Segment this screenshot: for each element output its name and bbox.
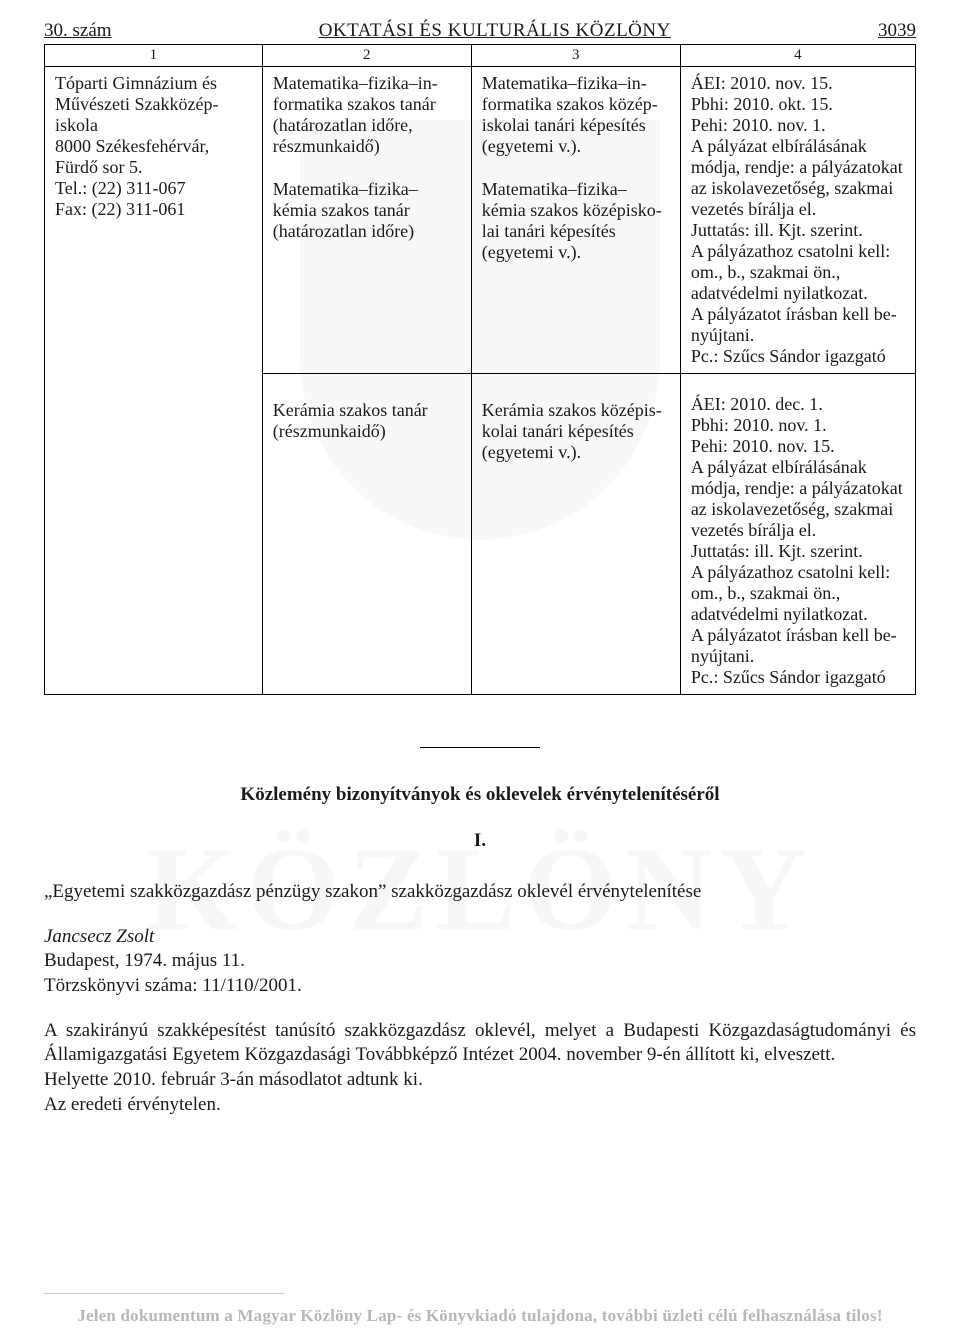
section-title: Közlemény bizonyítványok és oklevelek ér… xyxy=(44,784,916,806)
cell-position: Matematika–fizika–in­formatika szakos ta… xyxy=(262,67,471,374)
page-header: 30. szám OKTATÁSI ÉS KULTURÁLIS KÖZLÖNY … xyxy=(44,20,916,42)
copyright-footer: Jelen dokumentum a Magyar Közlöny Lap- é… xyxy=(0,1306,960,1326)
col-header-3: 3 xyxy=(471,45,680,67)
section-number: I. xyxy=(44,830,916,852)
cell-qualification: Matematika–fizika–in­formatika szakos kö… xyxy=(471,67,680,374)
cell-institution: Tóparti Gimnázium és Művészeti Szakközép… xyxy=(45,67,263,695)
person-reg: Törzskönyvi száma: 11/110/2001. xyxy=(44,975,302,996)
table-row: Tóparti Gimnázium és Művészeti Szakközép… xyxy=(45,67,916,374)
col-header-2: 2 xyxy=(262,45,471,67)
section-divider xyxy=(420,747,540,748)
table-header-row: 1 2 3 4 xyxy=(45,45,916,67)
cell-position: Kerámia szakos tanár (részmunkaidő) xyxy=(262,374,471,695)
col-header-1: 1 xyxy=(45,45,263,67)
announcement-subject: „Egyetemi szakközgazdász pénzügy szakon”… xyxy=(44,880,916,905)
header-title: OKTATÁSI ÉS KULTURÁLIS KÖZLÖNY xyxy=(112,20,878,42)
cell-qualification: Kerámia szakos középis­kolai tanári képe… xyxy=(471,374,680,695)
person-name: Jancsecz Zsolt xyxy=(44,926,154,947)
listings-table: 1 2 3 4 Tóparti Gimnázium és Művészeti S… xyxy=(44,44,916,695)
cell-details: ÁEI: 2010. dec. 1. Pbhi: 2010. nov. 1. P… xyxy=(680,374,915,695)
header-page-number: 3039 xyxy=(878,20,916,42)
person-block: Jancsecz Zsolt Budapest, 1974. május 11.… xyxy=(44,925,916,999)
person-birth: Budapest, 1974. május 11. xyxy=(44,950,245,971)
announcement-body: A szakirányú szakképesítést tanúsító sza… xyxy=(44,1019,916,1118)
header-issue: 30. szám xyxy=(44,20,112,42)
col-header-4: 4 xyxy=(680,45,915,67)
footer-separator xyxy=(44,1293,284,1294)
cell-details: ÁEI: 2010. nov. 15. Pbhi: 2010. okt. 15.… xyxy=(680,67,915,374)
